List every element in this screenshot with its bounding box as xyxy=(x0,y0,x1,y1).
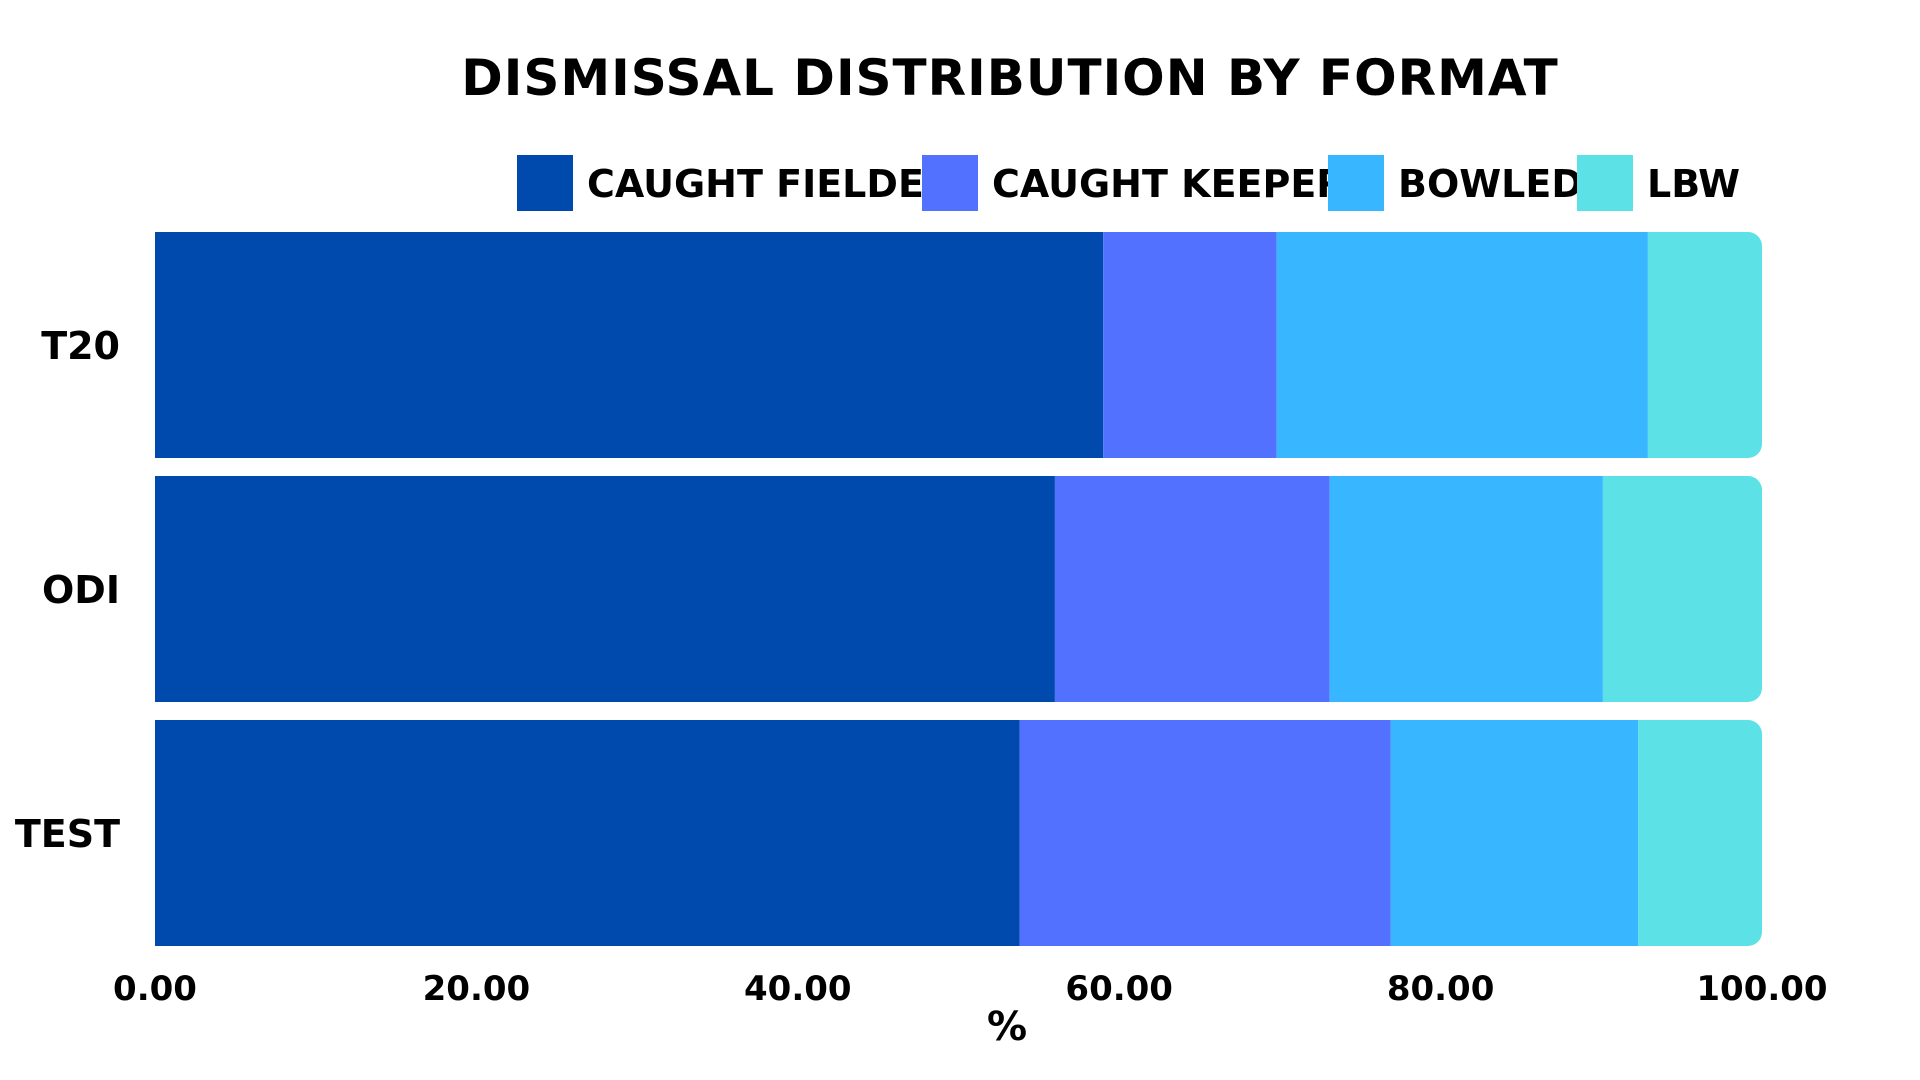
category-label: ODI xyxy=(42,568,120,612)
bar-segment xyxy=(155,720,1020,946)
legend-swatch xyxy=(517,155,573,211)
bar-segment xyxy=(155,476,1055,702)
legend-swatch xyxy=(1577,155,1633,211)
legend-label: CAUGHT FIELDER xyxy=(587,162,953,206)
bar-segment xyxy=(155,232,1104,458)
bar-segment xyxy=(1019,720,1391,946)
bar-segment xyxy=(1103,232,1277,458)
bar-segment-edge xyxy=(155,720,171,946)
bar-row xyxy=(155,476,1762,702)
x-tick-label: 20.00 xyxy=(423,969,531,1009)
x-axis-label: % xyxy=(987,1004,1027,1050)
legend-label: BOWLED xyxy=(1398,162,1583,206)
chart-title: DISMISSAL DISTRIBUTION BY FORMAT xyxy=(461,49,1559,107)
bar-segment xyxy=(1602,476,1762,702)
legend-label: CAUGHT KEEPER xyxy=(992,162,1346,206)
bar-segment-edge xyxy=(155,232,171,458)
bar-segment xyxy=(1329,476,1603,702)
x-tick-label: 100.00 xyxy=(1696,969,1827,1009)
x-tick-label: 40.00 xyxy=(744,969,852,1009)
legend-swatch xyxy=(922,155,978,211)
x-axis-ticks: 0.00 20.00 40.00 60.00 80.00 100.00 xyxy=(113,969,1828,1009)
bar-segment xyxy=(1647,232,1762,458)
bar-segment xyxy=(1390,720,1639,946)
bar-segment xyxy=(1276,232,1648,458)
x-tick-label: 0.00 xyxy=(113,969,197,1009)
category-label: TEST xyxy=(15,812,120,856)
bar-row xyxy=(155,720,1762,946)
bar-segment-edge xyxy=(155,476,171,702)
category-label: T20 xyxy=(41,324,120,368)
legend: CAUGHT FIELDER CAUGHT KEEPER BOWLED LBW xyxy=(517,155,1740,211)
bar-segment xyxy=(1054,476,1330,702)
bar-row xyxy=(155,232,1762,458)
bars-group xyxy=(155,232,1762,946)
x-tick-label: 60.00 xyxy=(1065,969,1173,1009)
bar-segment xyxy=(1638,720,1762,946)
legend-label: LBW xyxy=(1647,162,1740,206)
legend-swatch xyxy=(1328,155,1384,211)
category-labels: T20 ODI TEST xyxy=(15,324,120,856)
x-tick-label: 80.00 xyxy=(1387,969,1495,1009)
